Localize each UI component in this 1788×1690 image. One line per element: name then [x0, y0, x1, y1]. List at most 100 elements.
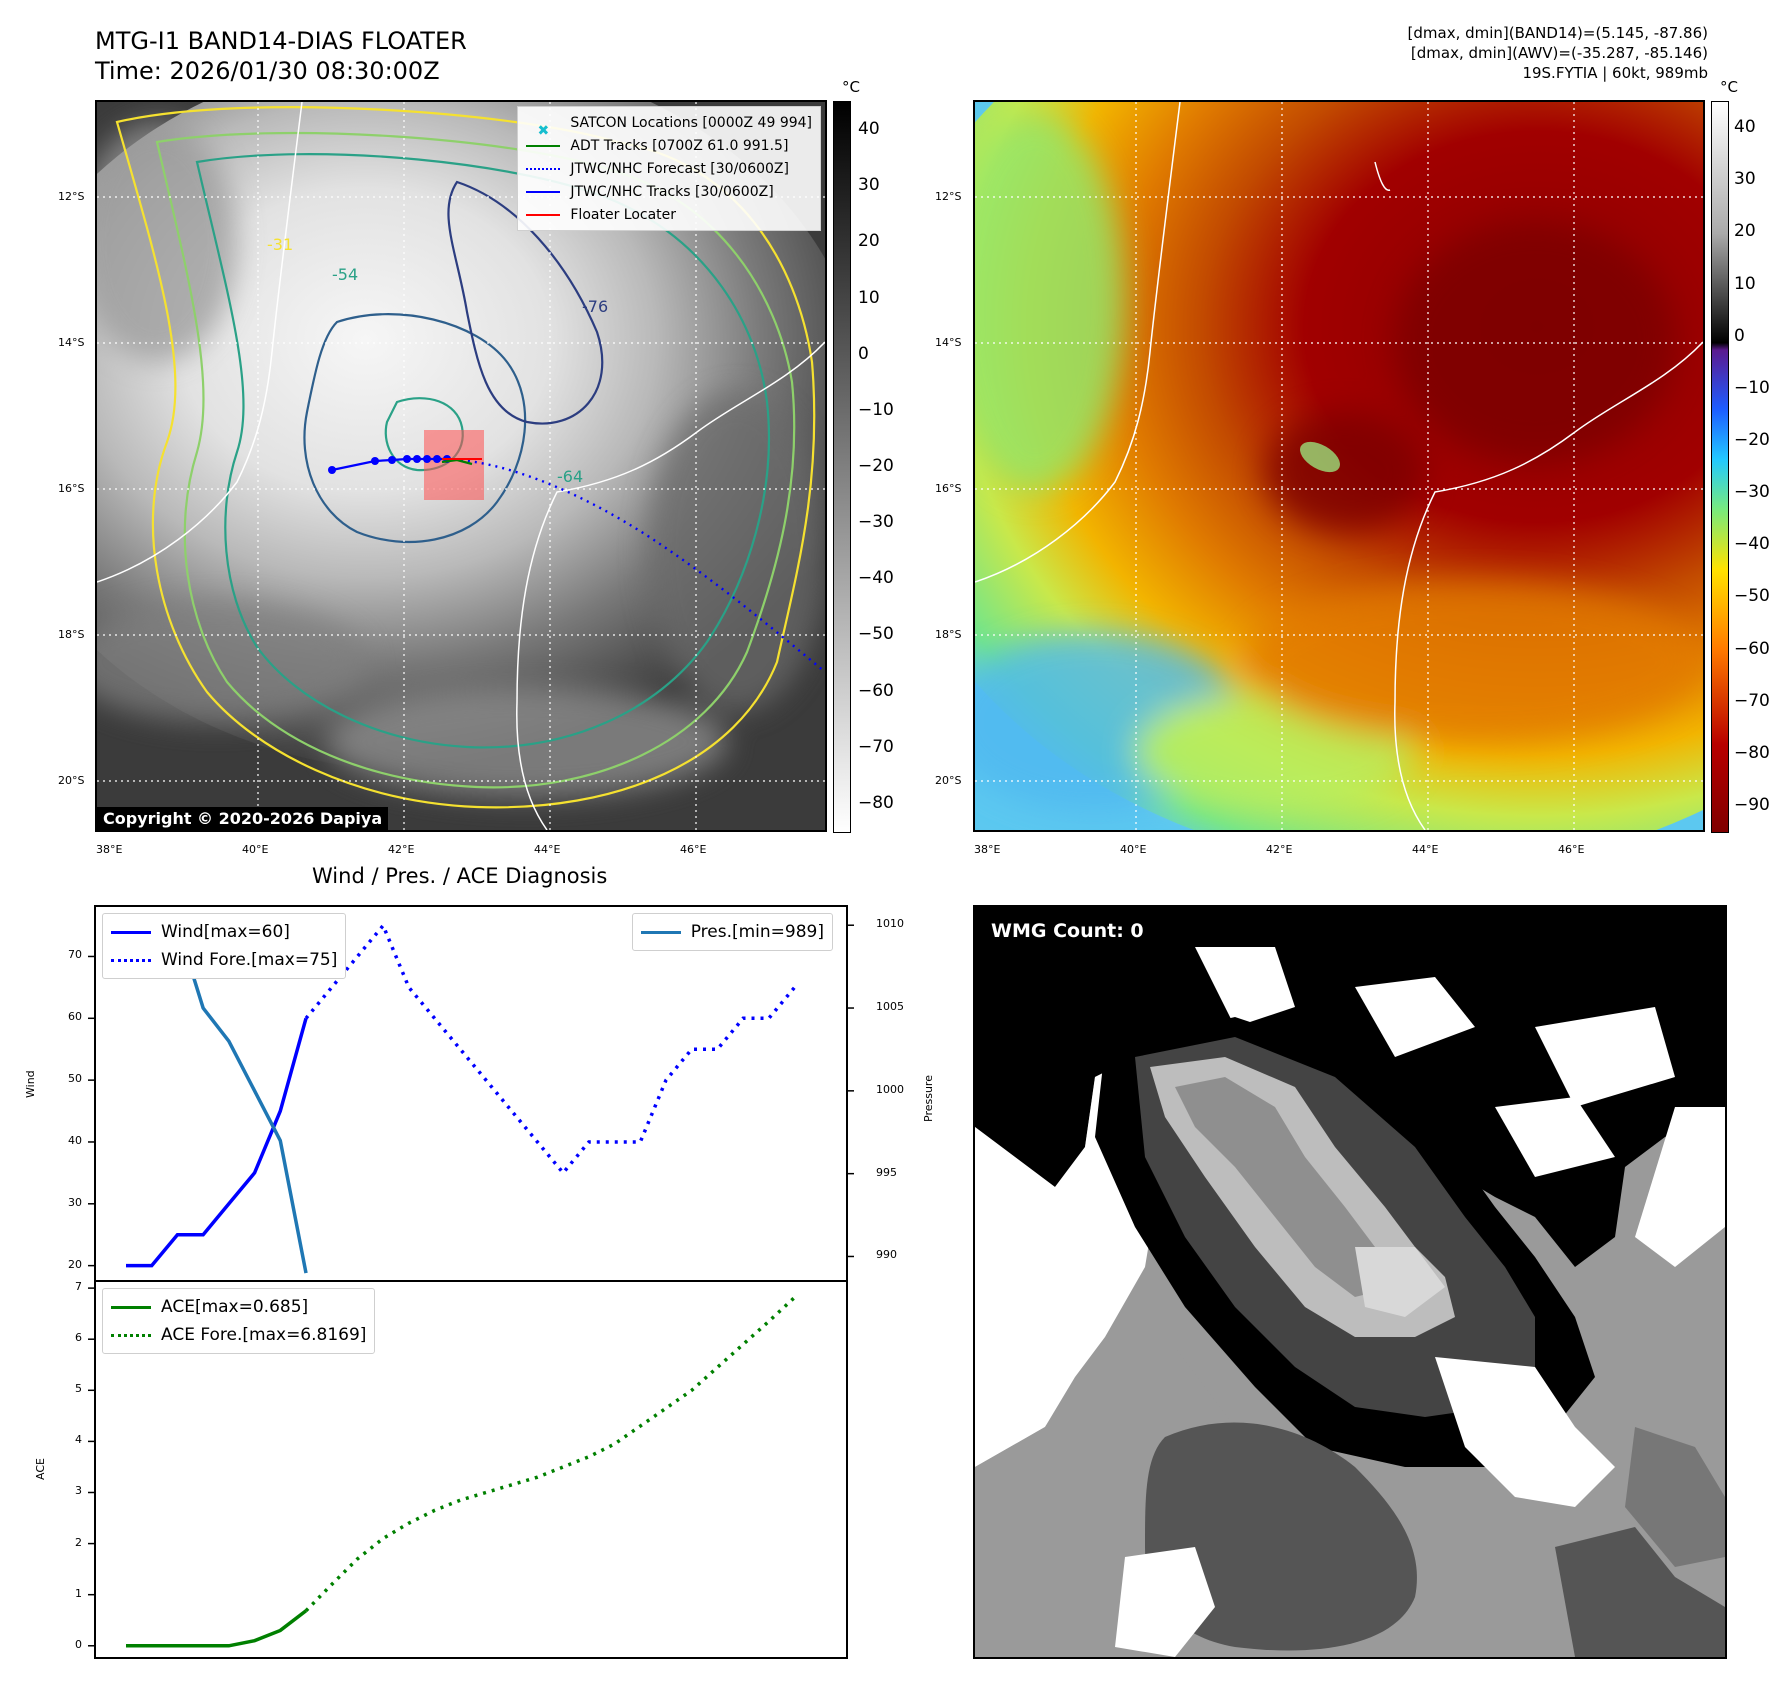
lon-tick: 46°E [1558, 843, 1585, 856]
ace-fore-line-icon [111, 1333, 151, 1337]
legend-item-satcon: ✖ SATCON Locations [0000Z 49 994] [537, 114, 813, 139]
info-line2: [dmax, dmin](AWV)=(-35.287, -85.146) [1410, 44, 1708, 62]
colorbar-color-tick: −30 [1734, 482, 1770, 503]
pressure-ylabel: Pressure [922, 1075, 935, 1122]
legend-label: SATCON Locations [0000Z 49 994] [570, 114, 812, 131]
colorbar-color-tick: −20 [1734, 429, 1770, 450]
figure-title-line1: MTG-I1 BAND14-DIAS FLOATER [95, 27, 467, 55]
colorbar-color [1711, 101, 1729, 833]
colorbar-gray-tick: 20 [858, 231, 880, 252]
diagnosis-divider [94, 1280, 848, 1282]
wind-ylabel: Wind [24, 1070, 37, 1098]
legend-item-adt: ADT Tracks [0700Z 61.0 991.5] [526, 134, 812, 157]
track-line-icon [526, 190, 561, 193]
contour-label: -31 [267, 235, 293, 254]
info-line3: 19S.FYTIA | 60kt, 989mb [1522, 64, 1708, 82]
pressure-tick: 990 [876, 1248, 897, 1262]
wind-tick: 40 [68, 1133, 82, 1147]
lon-tick: 38°E [974, 843, 1001, 856]
legend-label: ACE Fore.[max=6.8169] [161, 1325, 367, 1345]
figure-title-line2: Time: 2026/01/30 08:30:00Z [95, 57, 440, 85]
ir-gray-map: -31 -54 -64 -76 ✖ SATCON Locations [0000Z… [95, 100, 827, 832]
colorbar-color-tick: −90 [1734, 794, 1770, 815]
wind-legend: Wind[max=60] Wind Fore.[max=75] [102, 913, 347, 979]
legend-item-pres: Pres.[min=989] [640, 918, 824, 946]
contour-label: -76 [582, 297, 608, 316]
pressure-tick: 1010 [876, 917, 904, 931]
lon-tick: 46°E [680, 843, 707, 856]
diagnosis-title: Wind / Pres. / ACE Diagnosis [312, 864, 608, 888]
colorbar-gray-tick: 30 [858, 175, 880, 196]
ace-tick: 2 [75, 1535, 82, 1549]
legend-label: ADT Tracks [0700Z 61.0 991.5] [570, 137, 789, 154]
colorbar-color-tick: 10 [1734, 273, 1756, 294]
ace-legend: ACE[max=0.685] ACE Fore.[max=6.8169] [102, 1288, 376, 1354]
pressure-tick: 1000 [876, 1082, 904, 1096]
wind-tick: 50 [68, 1072, 82, 1086]
wmg-count-label: WMG Count: 0 [983, 917, 1152, 945]
colorbar-gray-tick: 40 [858, 119, 880, 140]
colorbar-gray-tick: −30 [858, 512, 894, 533]
lat-tick: 14°S [58, 336, 85, 349]
colorbar-color-tick: −80 [1734, 742, 1770, 763]
lat-tick: 12°S [58, 190, 85, 203]
lat-tick: 20°S [935, 774, 962, 787]
colorbar-gray-tick: −80 [858, 792, 894, 813]
colorbar-gray-tick: −70 [858, 736, 894, 757]
copyright-label: Copyright © 2020-2026 Dapiya [97, 807, 389, 830]
pressure-legend: Pres.[min=989] [631, 913, 833, 951]
legend-item-tracks: JTWC/NHC Tracks [30/0600Z] [526, 180, 812, 203]
pres-line-icon [640, 930, 681, 934]
colorbar-gray-tick: −20 [858, 456, 894, 476]
colorbar-gray-tick: 10 [858, 287, 880, 308]
lon-tick: 40°E [1120, 843, 1147, 856]
legend-label: Wind[max=60] [161, 922, 290, 942]
info-line1: [dmax, dmin](BAND14)=(5.145, -87.86) [1407, 24, 1708, 42]
lat-tick: 16°S [935, 482, 962, 495]
ace-tick: 1 [75, 1586, 82, 1600]
colorbar-color-tick: −50 [1734, 586, 1770, 607]
lon-tick: 42°E [1266, 843, 1293, 856]
wmg-canvas [975, 907, 1725, 1657]
adt-line-icon [526, 144, 561, 147]
ir-gray-map-canvas: -31 -54 -64 -76 [97, 102, 825, 830]
floater-locater-box [424, 430, 484, 500]
lon-tick: 44°E [534, 843, 561, 856]
legend-item-wind: Wind[max=60] [111, 918, 337, 946]
legend-label: Wind Fore.[max=75] [161, 950, 338, 970]
ir-color-map-canvas [975, 102, 1703, 830]
lat-tick: 14°S [935, 336, 962, 349]
lat-tick: 18°S [935, 628, 962, 641]
colorbar-gray-tick: −40 [858, 568, 894, 589]
map-legend: ✖ SATCON Locations [0000Z 49 994] ADT Tra… [517, 106, 821, 231]
colorbar-gray-unit: °C [842, 78, 860, 96]
colorbar-color-tick: −60 [1734, 638, 1770, 659]
colorbar-gray-tick: −10 [858, 399, 894, 420]
wind-line-icon [111, 930, 151, 934]
legend-label: Pres.[min=989] [690, 922, 824, 942]
colorbar-color-tick: −10 [1734, 377, 1770, 398]
colorbar-color-unit: °C [1720, 78, 1738, 96]
lon-tick: 40°E [242, 843, 269, 856]
lon-tick: 42°E [388, 843, 415, 856]
ace-line-icon [111, 1305, 151, 1309]
legend-item-forecast: JTWC/NHC Forecast [30/0600Z] [526, 157, 812, 180]
lat-tick: 20°S [58, 774, 85, 787]
legend-label: JTWC/NHC Tracks [30/0600Z] [570, 183, 774, 200]
forecast-line-icon [526, 167, 561, 170]
ace-tick: 3 [75, 1484, 82, 1498]
ace-forecast-series-line [304, 1296, 796, 1613]
colorbar-color-tick: 0 [1734, 325, 1745, 346]
legend-label: Floater Locater [570, 206, 677, 223]
ace-tick: 4 [75, 1433, 82, 1447]
ace-tick: 0 [75, 1637, 82, 1651]
pressure-tick: 1005 [876, 1000, 904, 1014]
ace-tick: 7 [75, 1280, 82, 1294]
colorbar-gray [833, 101, 851, 833]
wind-forecast-series-line [304, 922, 796, 1176]
colorbar-color-tick: 30 [1734, 169, 1756, 190]
legend-item-wind-fore: Wind Fore.[max=75] [111, 946, 337, 974]
jtwc-track [328, 455, 451, 474]
lat-tick: 16°S [58, 482, 85, 495]
colorbar-gray-tick: 0 [858, 343, 869, 364]
